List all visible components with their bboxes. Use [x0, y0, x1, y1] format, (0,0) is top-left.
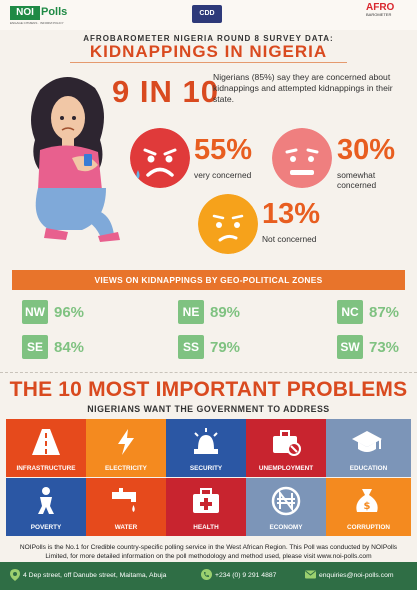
zone-nw-percent: 96%	[54, 304, 85, 321]
siren-icon	[194, 428, 218, 454]
tile-infrastructure: INFRASTRUCTURE	[6, 419, 86, 477]
tile-corruption: $ CORRUPTION	[326, 478, 411, 536]
headline-ratio: 9 IN 10	[112, 74, 219, 109]
logo-noi-mark: NOI	[10, 6, 40, 20]
not-concerned-label: Not concerned	[262, 234, 317, 244]
not-concerned-percent: 13%	[262, 198, 321, 230]
footer-email[interactable]: enquiries@noi-polls.com	[319, 572, 394, 579]
svg-text:$: $	[364, 501, 371, 512]
footer-disclaimer: NOIPolls is the No.1 for Credible countr…	[19, 544, 398, 560]
somewhat-concerned-label: somewhat concerned	[337, 170, 377, 190]
tile-poverty: POVERTY	[6, 478, 86, 536]
problems-subheading: NIGERIANS WANT THE GOVERNMENT TO ADDRESS	[87, 404, 330, 414]
road-icon	[32, 429, 60, 455]
not-concerned-face-icon	[198, 194, 258, 254]
zone-nc-percent: 87%	[369, 304, 400, 321]
afrobarometer-logo: AFRO BAROMETER	[366, 2, 408, 26]
tile-label: ELECTRICITY	[105, 465, 147, 472]
tile-education: EDUCATION	[326, 419, 411, 477]
zone-sw-code: SW	[337, 335, 363, 359]
very-concerned-label: very concerned	[194, 170, 252, 180]
somewhat-concerned-percent: 30%	[337, 134, 396, 166]
tile-water: WATER	[86, 478, 166, 536]
tile-label: POVERTY	[30, 524, 62, 531]
zone-nc-code: NC	[337, 300, 363, 324]
money-bag-icon: $	[356, 489, 378, 512]
footer-address: 4 Dep street, off Danube street, Maitama…	[23, 572, 167, 579]
tile-label: CORRUPTION	[347, 524, 390, 531]
zone-nw-code: NW	[22, 300, 48, 324]
tile-label: SECURITY	[189, 465, 223, 472]
tap-icon	[112, 488, 136, 512]
tile-electricity: ELECTRICITY	[86, 419, 166, 477]
headline-text: Nigerians (85%) say they are concerned a…	[213, 72, 393, 104]
zone-ne-code: NE	[178, 300, 204, 324]
zone-sw-percent: 73%	[369, 339, 400, 356]
location-pin-icon	[10, 569, 20, 581]
noipolls-logo: NOI Polls ENGAGE CITIZENS · INFORM POLIC…	[10, 4, 84, 25]
briefcase-icon	[273, 430, 301, 456]
worried-woman-illustration	[31, 76, 120, 242]
email-icon	[305, 570, 316, 579]
survey-subtitle: AFROBAROMETER NIGERIA ROUND 8 SURVEY DAT…	[83, 34, 334, 43]
title-divider	[70, 62, 347, 63]
logo-noi-tagline: ENGAGE CITIZENS · INFORM POLICY	[10, 21, 64, 25]
zone-ne-percent: 89%	[210, 304, 241, 321]
footer-phone: +234 (0) 9 291 4887	[215, 572, 277, 579]
very-concerned-percent: 55%	[194, 134, 253, 166]
zone-ss-code: SS	[178, 335, 204, 359]
medical-kit-icon	[193, 488, 219, 513]
tile-health: HEALTH	[166, 478, 246, 536]
problems-heading: THE 10 MOST IMPORTANT PROBLEMS	[9, 378, 408, 401]
tile-label: ECONOMY	[269, 524, 303, 531]
page-title: KIDNAPPINGS IN NIGERIA	[89, 42, 328, 61]
person-icon	[38, 487, 54, 514]
naira-icon	[271, 486, 301, 516]
geo-zones-banner: VIEWS ON KIDNAPPINGS BY GEO-POLITICAL ZO…	[12, 270, 405, 290]
tile-security: SECURITY	[166, 419, 246, 477]
cdd-logo: CDD	[192, 5, 222, 23]
zone-se-percent: 84%	[54, 339, 85, 356]
afro-sub: BAROMETER	[366, 12, 392, 17]
tile-label: INFRASTRUCTURE	[16, 465, 76, 472]
zone-ss-percent: 79%	[210, 339, 241, 356]
lightning-icon	[118, 429, 134, 455]
tile-label: EDUCATION	[349, 465, 388, 472]
afro-main: AFRO	[366, 2, 395, 13]
somewhat-concerned-face-icon	[272, 128, 332, 188]
tile-label: HEALTH	[193, 524, 219, 531]
very-concerned-face-icon	[130, 128, 190, 188]
section-divider	[0, 372, 417, 374]
graduation-cap-icon	[352, 431, 382, 452]
tile-economy: ECONOMY	[246, 478, 326, 536]
tile-label: UNEMPLOYMENT	[258, 465, 314, 472]
phone-icon	[201, 569, 212, 580]
logo-noi-text: Polls	[41, 6, 68, 18]
zone-se-code: SE	[22, 335, 48, 359]
tile-unemployment: UNEMPLOYMENT	[246, 419, 326, 477]
tile-label: WATER	[114, 524, 138, 531]
